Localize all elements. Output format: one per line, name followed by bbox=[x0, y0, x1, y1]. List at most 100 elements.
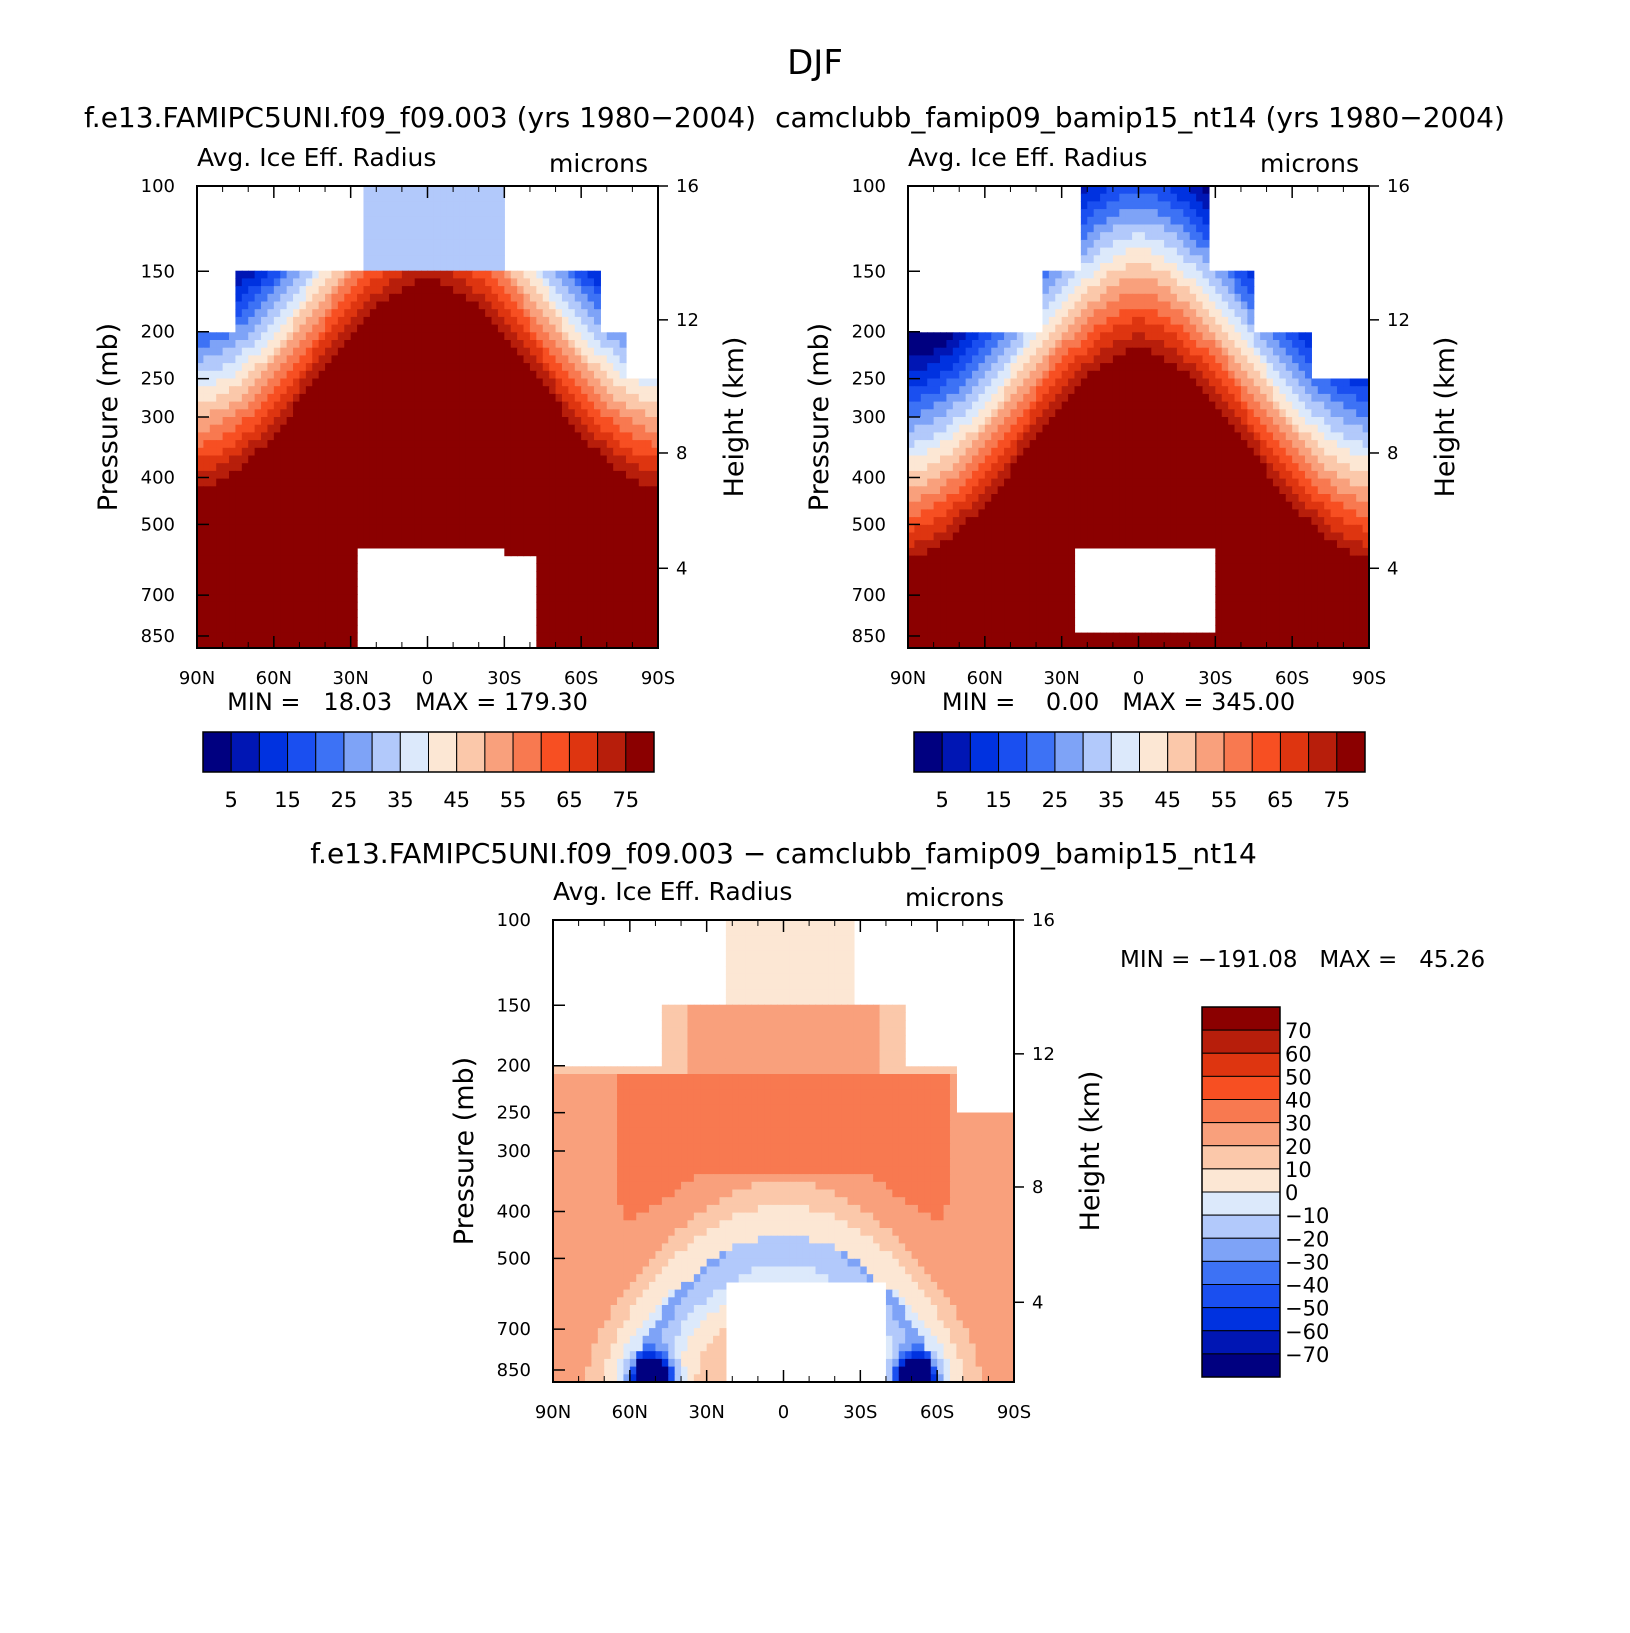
field-cell bbox=[459, 440, 467, 449]
field-cell bbox=[1125, 340, 1133, 349]
field-cell bbox=[293, 632, 301, 641]
field-cell bbox=[1208, 370, 1216, 380]
field-cell bbox=[1119, 186, 1127, 195]
field-cell bbox=[497, 186, 505, 195]
field-cell bbox=[433, 293, 441, 303]
field-cell bbox=[574, 524, 582, 534]
field-cell bbox=[1183, 270, 1191, 279]
field-cell bbox=[1087, 447, 1095, 457]
field-cell bbox=[363, 455, 371, 464]
field-cell bbox=[331, 332, 339, 341]
field-cell bbox=[267, 363, 275, 372]
field-cell bbox=[587, 409, 595, 418]
y-tick-label: 250 bbox=[141, 369, 175, 390]
field-cell bbox=[972, 355, 980, 364]
field-cell bbox=[549, 601, 557, 611]
field-cell bbox=[337, 470, 345, 480]
field-cell bbox=[1164, 209, 1172, 218]
field-cell bbox=[984, 432, 992, 441]
field-cell bbox=[574, 517, 582, 526]
field-cell bbox=[587, 540, 595, 549]
field-cell bbox=[421, 340, 429, 349]
field-cell bbox=[389, 455, 397, 464]
field-cell bbox=[1125, 401, 1133, 410]
field-cell bbox=[510, 355, 518, 364]
field-cell bbox=[1119, 247, 1127, 256]
field-cell bbox=[606, 332, 614, 341]
field-cell bbox=[209, 355, 217, 364]
field-cell bbox=[446, 309, 454, 318]
field-cell bbox=[382, 224, 390, 233]
field-cell bbox=[1324, 440, 1332, 449]
field-cell bbox=[959, 424, 967, 433]
field-cell bbox=[574, 594, 582, 603]
field-cell bbox=[1349, 417, 1357, 426]
field-cell bbox=[433, 409, 441, 418]
field-cell bbox=[984, 401, 992, 410]
field-cell bbox=[312, 455, 320, 464]
field-cell bbox=[613, 340, 621, 349]
field-cell bbox=[1132, 216, 1140, 226]
field-cell bbox=[1260, 401, 1268, 410]
field-cell bbox=[369, 301, 377, 310]
field-cell bbox=[1189, 447, 1197, 457]
field-cell bbox=[229, 571, 237, 580]
field-cell bbox=[1080, 293, 1088, 303]
field-cell bbox=[1202, 232, 1210, 241]
field-cell bbox=[632, 617, 640, 626]
field-cell bbox=[299, 617, 307, 626]
field-cell bbox=[549, 363, 557, 372]
field-cell bbox=[920, 417, 928, 426]
field-cell bbox=[1272, 401, 1280, 410]
field-cell bbox=[613, 509, 621, 518]
field-cell bbox=[459, 347, 467, 356]
field-cell bbox=[542, 324, 550, 333]
field-cell bbox=[293, 309, 301, 318]
field-cell bbox=[209, 524, 217, 534]
field-cell bbox=[299, 501, 307, 510]
field-cell bbox=[222, 447, 230, 457]
field-cell bbox=[389, 532, 397, 541]
field-cell bbox=[940, 370, 948, 380]
field-cell bbox=[254, 363, 262, 372]
field-cell bbox=[561, 624, 569, 634]
field-cell bbox=[638, 540, 646, 549]
field-cell bbox=[927, 409, 935, 418]
field-cell bbox=[427, 201, 435, 210]
field-cell bbox=[254, 447, 262, 457]
field-cell bbox=[619, 378, 627, 387]
field-cell bbox=[453, 393, 461, 403]
field-cell bbox=[965, 447, 973, 457]
field-cell bbox=[248, 601, 256, 611]
field-cell bbox=[1176, 401, 1184, 410]
field-cell bbox=[485, 517, 493, 526]
field-cell bbox=[325, 347, 333, 356]
field-cell bbox=[389, 270, 397, 279]
field-cell bbox=[1330, 401, 1338, 410]
field-cell bbox=[318, 455, 326, 464]
field-cell bbox=[593, 417, 601, 426]
field-cell bbox=[465, 363, 473, 372]
field-cell bbox=[222, 455, 230, 464]
field-cell bbox=[453, 255, 461, 264]
field-cell bbox=[1074, 347, 1082, 356]
field-cell bbox=[1138, 440, 1146, 449]
field-cell bbox=[478, 494, 486, 503]
field-cell bbox=[536, 540, 544, 549]
field-cell bbox=[1093, 232, 1101, 241]
field-cell bbox=[1157, 247, 1165, 256]
field-cell bbox=[991, 386, 999, 395]
field-cell bbox=[504, 347, 512, 356]
field-cell bbox=[382, 216, 390, 226]
field-cell bbox=[1240, 340, 1248, 349]
field-cell bbox=[299, 571, 307, 580]
field-cell bbox=[600, 571, 608, 580]
field-cell bbox=[908, 370, 915, 380]
field-cell bbox=[261, 486, 269, 495]
field-cell bbox=[1202, 209, 1210, 218]
field-cell bbox=[645, 494, 653, 503]
field-cell bbox=[997, 393, 1005, 403]
field-cell bbox=[203, 632, 211, 641]
field-cell bbox=[984, 355, 992, 364]
field-cell bbox=[1112, 363, 1120, 372]
